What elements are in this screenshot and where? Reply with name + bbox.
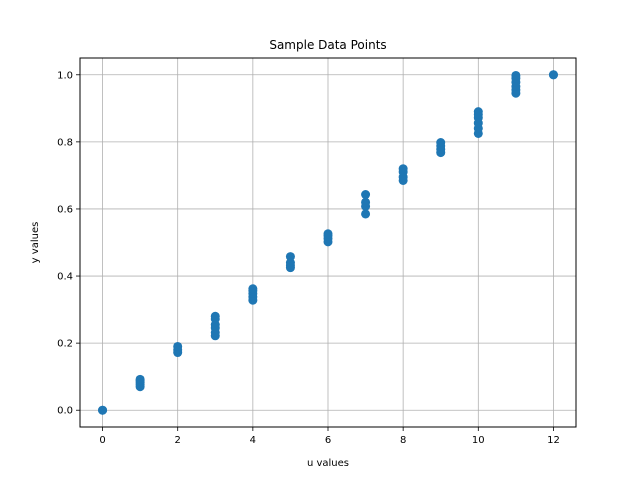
data-point — [210, 311, 220, 321]
x-axis-ticks: 0 2 4 6 8 10 12 — [99, 427, 560, 446]
data-point — [361, 190, 371, 200]
chart-title: Sample Data Points — [269, 38, 386, 52]
scatter-points — [98, 70, 558, 415]
data-point — [361, 197, 371, 207]
x-tick-label: 2 — [175, 435, 181, 446]
y-tick-label: 0.2 — [57, 339, 73, 350]
y-tick-label: 0.4 — [57, 272, 73, 283]
data-point — [436, 138, 446, 148]
data-point — [511, 70, 521, 80]
x-tick-label: 12 — [547, 435, 560, 446]
y-axis-title: y values — [30, 222, 41, 264]
y-tick-label: 0.8 — [57, 137, 73, 148]
data-point — [323, 229, 333, 239]
data-point — [285, 252, 295, 262]
x-tick-label: 0 — [99, 435, 105, 446]
y-axis-ticks: 0.0 0.2 0.4 0.6 0.8 1.0 — [57, 70, 80, 417]
data-point — [135, 374, 145, 384]
data-point — [173, 341, 183, 351]
x-tick-label: 10 — [472, 435, 485, 446]
data-point — [361, 209, 371, 219]
data-point — [248, 284, 258, 294]
y-tick-label: 0.0 — [57, 406, 73, 417]
data-point — [398, 164, 408, 174]
x-tick-label: 4 — [250, 435, 256, 446]
x-axis-title: u values — [307, 458, 349, 469]
x-tick-label: 6 — [325, 435, 331, 446]
data-point — [473, 107, 483, 117]
y-tick-label: 0.6 — [57, 204, 73, 215]
data-point — [98, 405, 108, 415]
y-tick-label: 1.0 — [57, 70, 73, 81]
data-point — [548, 70, 558, 80]
x-tick-label: 8 — [400, 435, 406, 446]
